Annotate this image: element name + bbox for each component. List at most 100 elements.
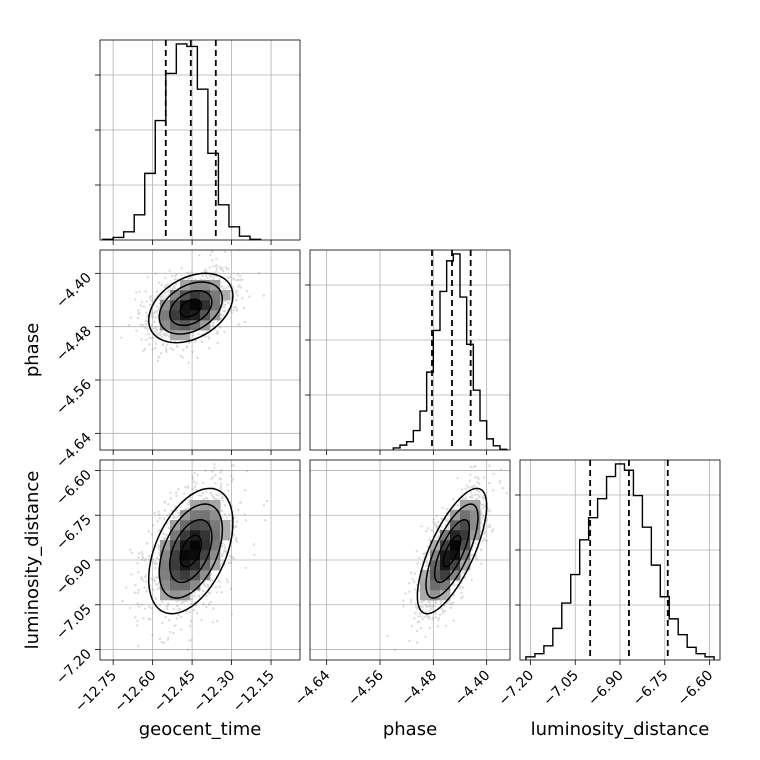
contour-geocent_time-phase-2 <box>158 281 224 335</box>
sample-point-phase-luminosity_distance <box>427 615 431 618</box>
sample-point-phase-luminosity_distance <box>469 496 473 499</box>
sample-point-geocent_time-luminosity_distance <box>154 583 158 586</box>
sample-point-phase-luminosity_distance <box>425 560 429 563</box>
sample-point-geocent_time-luminosity_distance <box>158 529 161 532</box>
sample-point-geocent_time-phase <box>152 312 156 315</box>
sample-point-geocent_time-phase <box>154 346 157 350</box>
sample-point-geocent_time-luminosity_distance <box>214 474 217 477</box>
sample-point-geocent_time-luminosity_distance <box>136 602 139 605</box>
sample-point-geocent_time-phase <box>214 265 218 268</box>
sample-point-geocent_time-luminosity_distance <box>221 542 224 545</box>
y-label-luminosity-distance: luminosity_distance <box>22 471 43 650</box>
sample-point-geocent_time-phase <box>158 355 161 359</box>
sample-point-geocent_time-luminosity_distance <box>204 469 207 472</box>
sample-point-geocent_time-luminosity_distance <box>210 477 213 480</box>
sample-point-geocent_time-phase <box>232 305 235 309</box>
sample-point-geocent_time-luminosity_distance <box>177 514 181 517</box>
sample-point-geocent_time-luminosity_distance <box>154 566 157 570</box>
sample-point-geocent_time-phase <box>196 356 199 360</box>
contour-geocent_time-luminosity_distance-2 <box>158 503 224 599</box>
sample-point-geocent_time-luminosity_distance <box>219 477 223 481</box>
sample-point-geocent_time-luminosity_distance <box>177 511 180 515</box>
sample-point-geocent_time-phase <box>153 311 157 314</box>
hist-phase <box>392 253 508 451</box>
sample-point-geocent_time-luminosity_distance <box>129 606 132 610</box>
density-block-geocent_time-luminosity_distance <box>200 540 211 551</box>
frame-phase-phase <box>309 249 511 451</box>
sample-point-phase-luminosity_distance <box>429 605 432 608</box>
sample-point-geocent_time-luminosity_distance <box>176 604 179 607</box>
sample-point-geocent_time-phase <box>158 331 162 335</box>
sample-point-geocent_time-phase <box>166 343 169 346</box>
sample-point-geocent_time-phase <box>151 348 154 351</box>
sample-point-phase-luminosity_distance <box>449 606 453 609</box>
sample-point-phase-luminosity_distance <box>475 557 478 560</box>
sample-point-geocent_time-luminosity_distance <box>232 533 235 536</box>
sample-point-geocent_time-luminosity_distance <box>252 543 256 546</box>
sample-point-phase-luminosity_distance <box>478 495 481 499</box>
sample-point-geocent_time-phase <box>155 305 159 308</box>
sample-point-phase-luminosity_distance <box>480 512 483 515</box>
density-block-geocent_time-luminosity_distance <box>220 520 231 531</box>
sample-point-phase-luminosity_distance <box>415 605 418 609</box>
sample-point-geocent_time-luminosity_distance <box>237 451 239 453</box>
sample-point-geocent_time-phase <box>153 330 156 333</box>
sample-point-geocent_time-luminosity_distance <box>265 499 269 503</box>
sample-point-geocent_time-luminosity_distance <box>165 604 169 608</box>
sample-point-geocent_time-luminosity_distance <box>237 508 240 512</box>
sample-point-phase-luminosity_distance <box>488 464 491 468</box>
sample-point-geocent_time-phase <box>205 270 208 273</box>
frame-geocent_time-luminosity_distance <box>99 459 301 661</box>
sample-point-geocent_time-phase <box>215 267 218 271</box>
sample-point-geocent_time-luminosity_distance <box>186 486 190 489</box>
sample-point-geocent_time-luminosity_distance <box>230 464 234 468</box>
sample-point-geocent_time-phase <box>220 267 224 270</box>
sample-point-geocent_time-luminosity_distance <box>141 553 144 556</box>
sample-point-phase-luminosity_distance <box>475 497 479 500</box>
density-block-phase-luminosity_distance <box>440 530 451 541</box>
sample-point-geocent_time-phase <box>149 315 152 318</box>
sample-point-geocent_time-luminosity_distance <box>160 600 164 604</box>
sample-point-phase-luminosity_distance <box>422 552 425 556</box>
sample-point-phase-luminosity_distance <box>461 570 464 573</box>
density-block-phase-luminosity_distance <box>460 530 471 541</box>
density-block-geocent_time-luminosity_distance <box>190 540 201 551</box>
sample-point-phase-luminosity_distance <box>425 603 429 607</box>
sample-point-geocent_time-luminosity_distance <box>162 641 166 645</box>
sample-point-phase-luminosity_distance <box>475 558 479 561</box>
sample-point-geocent_time-luminosity_distance <box>145 542 149 545</box>
sample-point-geocent_time-phase <box>243 320 247 324</box>
sample-point-phase-luminosity_distance <box>469 465 473 469</box>
sample-point-phase-luminosity_distance <box>428 609 431 613</box>
sample-point-geocent_time-phase <box>220 266 224 270</box>
sample-point-geocent_time-phase <box>164 332 167 336</box>
sample-point-phase-luminosity_distance <box>446 520 449 523</box>
sample-point-geocent_time-phase <box>156 359 160 363</box>
density-geocent_time-luminosity_distance <box>121 451 269 652</box>
sample-point-geocent_time-phase <box>207 347 211 350</box>
sample-point-geocent_time-phase <box>155 330 158 333</box>
sample-point-phase-luminosity_distance <box>436 525 439 528</box>
density-block-phase-luminosity_distance <box>450 550 461 561</box>
density-block-geocent_time-luminosity_distance <box>200 570 211 581</box>
sample-point-geocent_time-luminosity_distance <box>202 602 205 606</box>
sample-point-geocent_time-luminosity_distance <box>178 607 181 611</box>
density-block-geocent_time-luminosity_distance <box>200 500 211 511</box>
sample-point-geocent_time-luminosity_distance <box>220 545 224 548</box>
sample-point-geocent_time-luminosity_distance <box>172 631 175 635</box>
density-block-geocent_time-luminosity_distance <box>180 550 191 561</box>
sample-point-geocent_time-phase <box>160 283 163 287</box>
sample-point-phase-luminosity_distance <box>479 510 483 513</box>
tick-label-y-luminosity_distance-4: −6.60 <box>53 467 95 509</box>
sample-point-geocent_time-luminosity_distance <box>140 577 143 581</box>
sample-point-geocent_time-luminosity_distance <box>142 579 145 582</box>
sample-point-geocent_time-phase <box>145 311 148 315</box>
sample-point-geocent_time-luminosity_distance <box>179 628 183 631</box>
sample-point-geocent_time-phase <box>187 341 190 345</box>
sample-point-geocent_time-phase <box>186 277 190 280</box>
sample-point-geocent_time-luminosity_distance <box>158 585 161 589</box>
sample-point-phase-luminosity_distance <box>433 604 436 607</box>
sample-point-geocent_time-phase <box>185 271 189 275</box>
sample-point-geocent_time-luminosity_distance <box>191 477 195 480</box>
sample-point-phase-luminosity_distance <box>460 596 463 600</box>
